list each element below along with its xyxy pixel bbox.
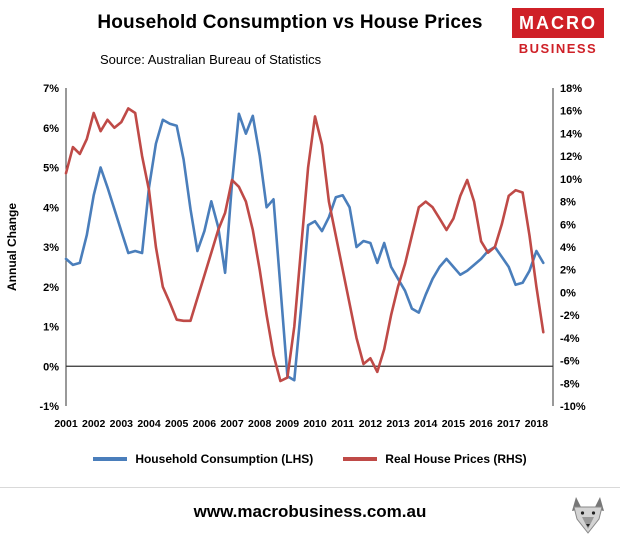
x-axis-tick-label: 2004 xyxy=(137,418,161,430)
page-title: Household Consumption vs House Prices xyxy=(97,12,483,33)
source-subtitle: Source: Australian Bureau of Statistics xyxy=(100,52,322,67)
right-axis-tick-label: 18% xyxy=(560,83,582,95)
legend-label: Real House Prices (RHS) xyxy=(385,452,527,466)
chart-legend: Household Consumption (LHS) Real House Pr… xyxy=(0,452,620,466)
legend-line-swatch xyxy=(343,457,378,461)
x-axis-tick-label: 2013 xyxy=(386,418,410,430)
right-axis-tick-label: 2% xyxy=(560,265,576,277)
x-axis-tick-label: 2014 xyxy=(414,418,438,430)
x-axis-tick-label: 2015 xyxy=(442,418,466,430)
x-axis-tick-label: 2007 xyxy=(220,418,244,430)
x-axis-tick-label: 2005 xyxy=(165,418,189,430)
series-line-0 xyxy=(64,112,545,382)
macrobusiness-logo: MACRO BUSINESS xyxy=(512,8,604,56)
right-axis-tick-label: 10% xyxy=(560,174,582,186)
footer: www.macrobusiness.com.au xyxy=(0,487,620,540)
x-axis-tick-label: 2009 xyxy=(276,418,300,430)
right-axis-tick-label: 4% xyxy=(560,242,576,254)
x-axis-tick-label: 2006 xyxy=(193,418,217,430)
series-line-1 xyxy=(64,107,545,383)
y-axis-title: Annual Change xyxy=(5,203,19,291)
right-axis-tick-label: -10% xyxy=(560,401,586,413)
left-axis-tick-label: 1% xyxy=(43,322,59,334)
x-axis-tick-label: 2008 xyxy=(248,418,272,430)
right-axis-tick-label: 0% xyxy=(560,287,576,299)
x-axis-tick-label: 2011 xyxy=(331,418,354,430)
left-axis-tick-label: 7% xyxy=(43,83,59,95)
legend-item: Real House Prices (RHS) xyxy=(343,452,527,466)
legend-item: Household Consumption (LHS) xyxy=(93,452,313,466)
macrobusiness-logo-bottom: BUSINESS xyxy=(518,41,598,56)
right-axis-tick-label: -8% xyxy=(560,378,580,390)
x-axis-tick-label: 2010 xyxy=(303,418,327,430)
right-axis-tick-label: -4% xyxy=(560,333,580,345)
right-axis-tick-label: 16% xyxy=(560,106,582,118)
x-axis-tick-label: 2003 xyxy=(110,418,134,430)
x-axis-tick-label: 2001 xyxy=(54,418,78,430)
x-axis-tick-label: 2012 xyxy=(359,418,383,430)
left-axis-tick-label: 0% xyxy=(43,361,59,373)
wolf-logo-icon xyxy=(572,497,604,534)
right-axis-tick-label: 8% xyxy=(560,197,576,209)
x-axis-tick-label: 2002 xyxy=(82,418,106,430)
x-axis-tick-label: 2017 xyxy=(497,418,521,430)
chart-svg: 7% 6% 5% 4% 3% 2% 1% 0% -1% 18% 16% 14% 12% 10% 8% 6% 4%… xyxy=(5,83,586,430)
left-axis-tick-label: 2% xyxy=(43,282,59,294)
left-axis-tick-label: 4% xyxy=(43,202,59,214)
legend-label: Household Consumption (LHS) xyxy=(135,452,314,466)
legend-line-swatch xyxy=(93,457,128,461)
left-axis-tick-label: 3% xyxy=(43,242,59,254)
right-axis-tick-label: -2% xyxy=(560,310,580,322)
right-axis-tick-label: -6% xyxy=(560,356,580,368)
right-axis-tick-label: 14% xyxy=(560,128,582,140)
left-axis-tick-label: -1% xyxy=(39,401,59,413)
x-axis-tick-label: 2018 xyxy=(525,418,549,430)
macrobusiness-logo-top: MACRO xyxy=(512,8,604,38)
left-axis-tick-label: 6% xyxy=(43,123,59,135)
footer-url: www.macrobusiness.com.au xyxy=(193,502,427,521)
right-axis-tick-label: 12% xyxy=(560,151,582,163)
x-axis-tick-label: 2016 xyxy=(469,418,493,430)
right-axis-tick-label: 6% xyxy=(560,219,576,231)
left-axis-tick-label: 5% xyxy=(43,163,59,175)
